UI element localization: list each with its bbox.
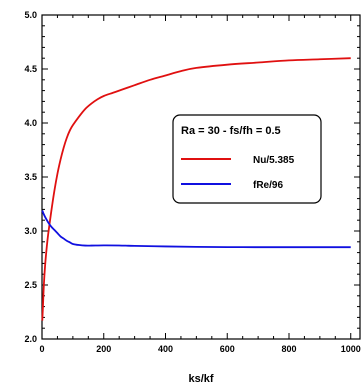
axis-ticks: 0 200 400 600 800 1000 2.0 2.5 3.0 3.5 4.0 4.5 5.0 bbox=[24, 10, 360, 354]
legend: Ra = 30 - fs/fh = 0.5 Nu/5.385 fRe/96 bbox=[172, 114, 322, 204]
legend-label-fre: fRe/96 bbox=[253, 180, 283, 191]
legend-label-nu: Nu/5.385 bbox=[253, 155, 295, 166]
x-tick-label: 200 bbox=[96, 344, 111, 354]
series-line-nu bbox=[41, 57, 351, 321]
y-tick-label: 3.0 bbox=[24, 226, 37, 236]
series-line-fre bbox=[41, 210, 351, 249]
x-tick-label: 400 bbox=[158, 344, 173, 354]
x-tick-label: 0 bbox=[39, 344, 44, 354]
legend-title: Ra = 30 - fs/fh = 0.5 bbox=[181, 125, 281, 137]
y-tick-label: 5.0 bbox=[24, 10, 37, 20]
y-tick-label: 4.0 bbox=[24, 118, 37, 128]
x-tick-label: 800 bbox=[281, 344, 296, 354]
series-lines bbox=[41, 57, 351, 321]
y-tick-label: 3.5 bbox=[24, 172, 37, 182]
x-axis-title: ks/kf bbox=[188, 373, 213, 385]
x-tick-label: 1000 bbox=[341, 344, 361, 354]
x-tick-label: 600 bbox=[220, 344, 235, 354]
y-tick-label: 4.5 bbox=[24, 64, 37, 74]
y-tick-label: 2.5 bbox=[24, 280, 37, 290]
y-tick-label: 2.0 bbox=[24, 334, 37, 344]
legend-box bbox=[172, 114, 322, 204]
